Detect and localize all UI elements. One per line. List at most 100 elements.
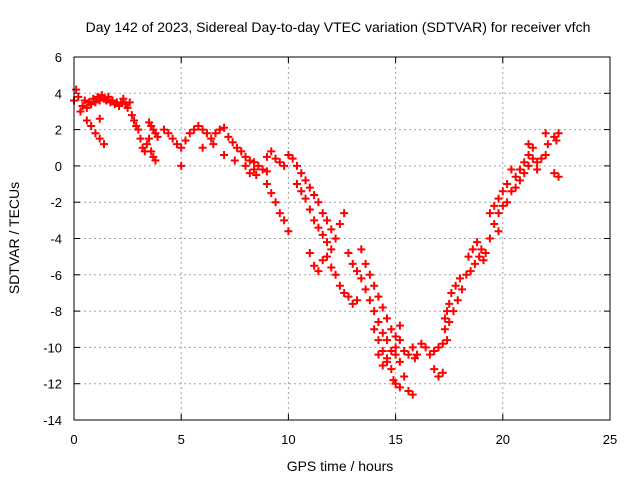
data-point-marker — [533, 165, 542, 174]
data-point-marker — [408, 390, 417, 399]
data-point-marker — [82, 103, 91, 112]
data-point-marker — [327, 225, 336, 234]
data-point-marker — [284, 151, 293, 160]
data-point-marker — [404, 386, 413, 395]
data-point-marker — [177, 161, 186, 170]
data-point-marker — [230, 156, 239, 165]
data-point-marker — [466, 267, 475, 276]
data-point-marker — [524, 140, 533, 149]
data-point-marker — [511, 183, 520, 192]
y-tick-label: -8 — [50, 304, 62, 319]
data-point-marker — [408, 343, 417, 352]
chart-title: Day 142 of 2023, Sidereal Day-to-day VTE… — [86, 19, 591, 35]
data-point-marker — [314, 267, 323, 276]
data-point-marker — [473, 238, 482, 247]
y-tick-label: 2 — [55, 123, 62, 138]
data-point-marker — [395, 383, 404, 392]
data-point-marker — [443, 336, 452, 345]
y-tick-label: -12 — [43, 377, 62, 392]
data-point-marker — [314, 198, 323, 207]
x-tick-label: 10 — [281, 432, 295, 447]
data-point-marker — [224, 132, 233, 141]
data-point-marker — [524, 161, 533, 170]
data-point-marker — [361, 285, 370, 294]
data-point-marker — [348, 259, 357, 268]
data-point-marker — [475, 252, 484, 261]
data-point-marker — [76, 107, 85, 116]
data-point-marker — [425, 350, 434, 359]
data-point-marker — [172, 140, 181, 149]
data-point-marker — [130, 116, 139, 125]
data-point-marker — [400, 347, 409, 356]
data-point-marker — [445, 317, 454, 326]
data-point-marker — [395, 336, 404, 345]
data-point-marker — [554, 172, 563, 181]
data-point-marker — [305, 205, 314, 214]
data-point-marker — [387, 325, 396, 334]
data-point-marker — [202, 129, 211, 138]
data-point-marker — [498, 201, 507, 210]
data-point-marker — [421, 343, 430, 352]
data-point-marker — [507, 165, 516, 174]
data-point-marker — [211, 129, 220, 138]
data-point-marker — [445, 299, 454, 308]
data-point-marker — [245, 169, 254, 178]
data-point-marker — [153, 132, 162, 141]
data-point-marker — [440, 314, 449, 323]
data-point-marker — [322, 238, 331, 247]
tick-labels: 0 5 10 15 20 25 -14 -12 -10 -8 -6 -4 -2 0 2 4 6 — [43, 50, 617, 447]
y-tick-label: 0 — [55, 159, 62, 174]
x-tick-label: 0 — [70, 432, 77, 447]
data-point-marker — [453, 296, 462, 305]
data-point-marker — [284, 227, 293, 236]
data-point-marker — [335, 219, 344, 228]
data-point-marker — [275, 209, 284, 218]
data-point-marker — [262, 167, 271, 176]
data-point-marker — [470, 259, 479, 268]
data-point-marker — [378, 361, 387, 370]
data-point-marker — [168, 134, 177, 143]
plot-frame — [73, 56, 611, 421]
data-point-marker — [305, 249, 314, 258]
data-point-marker — [327, 245, 336, 254]
data-point-marker — [520, 158, 529, 167]
y-tick-label: -2 — [50, 195, 62, 210]
data-point-marker — [74, 92, 83, 101]
data-point-marker — [370, 325, 379, 334]
data-point-marker — [515, 176, 524, 185]
data-point-marker — [160, 125, 169, 134]
data-point-marker — [365, 270, 374, 279]
y-tick-label: 6 — [55, 50, 62, 65]
data-point-marker — [207, 134, 216, 143]
x-tick-label: 5 — [178, 432, 185, 447]
data-point-marker — [237, 147, 246, 156]
data-point-marker — [215, 125, 224, 134]
data-point-marker — [271, 198, 280, 207]
data-point-marker — [91, 98, 100, 107]
data-point-marker — [387, 347, 396, 356]
data-point-marker — [494, 194, 503, 203]
data-point-marker — [524, 151, 533, 160]
data-point-marker — [464, 252, 473, 261]
data-point-marker — [490, 201, 499, 210]
data-point-marker — [82, 116, 91, 125]
data-point-marker — [292, 161, 301, 170]
data-point-marker — [374, 292, 383, 301]
data-point-marker — [378, 328, 387, 337]
data-point-marker — [80, 96, 89, 105]
data-point-marker — [228, 138, 237, 147]
x-tick-label: 20 — [496, 432, 510, 447]
data-point-marker — [250, 158, 259, 167]
data-point-marker — [310, 190, 319, 199]
data-point-marker — [554, 129, 563, 138]
data-point-marker — [254, 161, 263, 170]
data-point-marker — [449, 307, 458, 316]
data-point-marker — [543, 140, 552, 149]
data-point-marker — [485, 234, 494, 243]
data-point-marker — [258, 165, 267, 174]
data-point-marker — [87, 100, 96, 109]
data-point-marker — [241, 152, 250, 161]
data-point-marker — [417, 339, 426, 348]
data-point-marker — [438, 368, 447, 377]
data-point-marker — [340, 209, 349, 218]
